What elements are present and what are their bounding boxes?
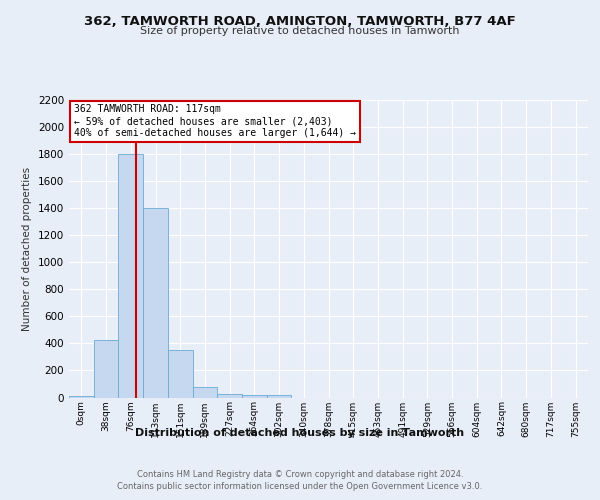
Bar bbox=[267, 395, 292, 398]
Bar bbox=[94, 340, 118, 398]
Bar bbox=[217, 394, 242, 398]
Bar bbox=[193, 388, 217, 398]
Text: Size of property relative to detached houses in Tamworth: Size of property relative to detached ho… bbox=[140, 26, 460, 36]
Text: Contains HM Land Registry data © Crown copyright and database right 2024.: Contains HM Land Registry data © Crown c… bbox=[137, 470, 463, 479]
Bar bbox=[143, 208, 168, 398]
Text: 362 TAMWORTH ROAD: 117sqm
← 59% of detached houses are smaller (2,403)
40% of se: 362 TAMWORTH ROAD: 117sqm ← 59% of detac… bbox=[74, 104, 356, 138]
Bar bbox=[242, 396, 267, 398]
Text: Distribution of detached houses by size in Tamworth: Distribution of detached houses by size … bbox=[136, 428, 464, 438]
Text: Contains public sector information licensed under the Open Government Licence v3: Contains public sector information licen… bbox=[118, 482, 482, 491]
Text: 362, TAMWORTH ROAD, AMINGTON, TAMWORTH, B77 4AF: 362, TAMWORTH ROAD, AMINGTON, TAMWORTH, … bbox=[84, 15, 516, 28]
Bar bbox=[69, 396, 94, 398]
Bar bbox=[118, 154, 143, 398]
Y-axis label: Number of detached properties: Number of detached properties bbox=[22, 166, 32, 331]
Bar bbox=[168, 350, 193, 398]
